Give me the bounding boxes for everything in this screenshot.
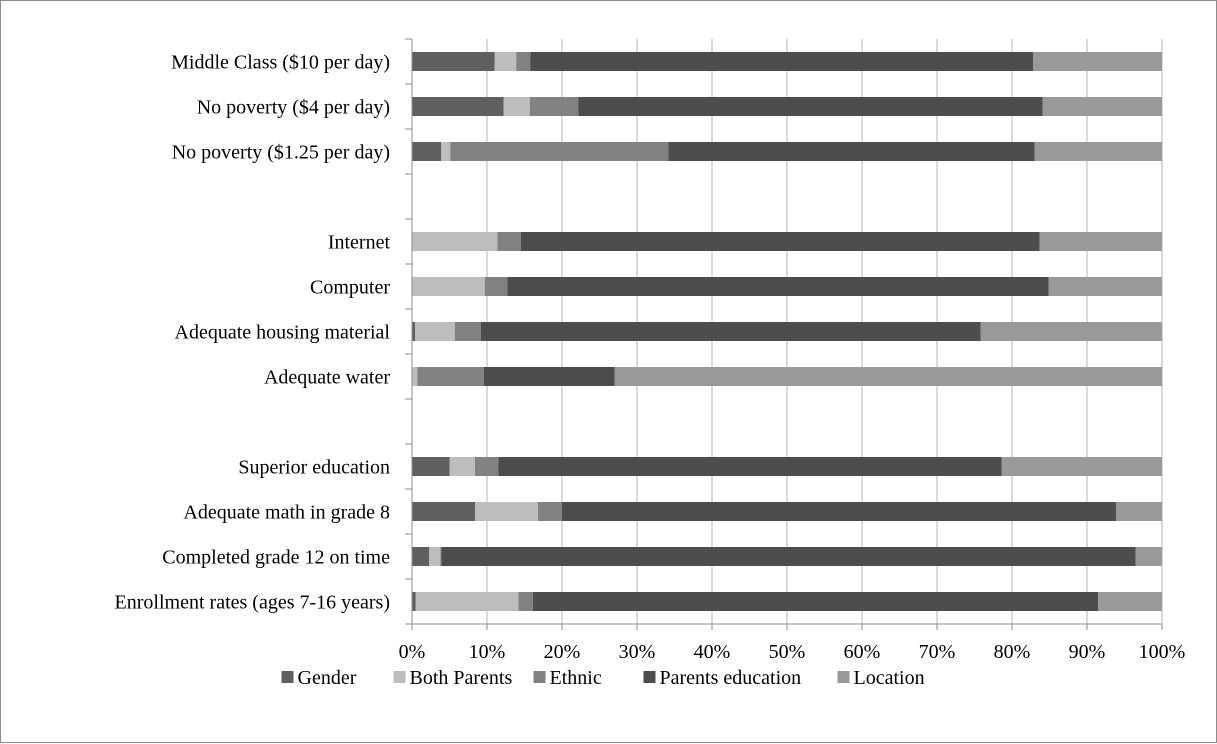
bar-segment (1048, 277, 1162, 296)
bar-segment (529, 97, 579, 116)
bar-segment (415, 322, 455, 341)
bar-segment (1001, 457, 1162, 476)
bar-segment (412, 142, 442, 161)
category-label: Adequate housing material (175, 322, 391, 344)
bar-segment (412, 322, 415, 341)
bar-segment (668, 142, 1035, 161)
legend-label: Gender (298, 667, 357, 689)
bar-segment (412, 97, 504, 116)
legend-swatch (533, 671, 546, 683)
bar-segment (484, 367, 615, 386)
x-tick-label: 70% (919, 641, 956, 663)
bar-segment (980, 322, 1162, 341)
axes (405, 38, 1163, 630)
bar-segment (1116, 502, 1162, 521)
bar-segment (1033, 52, 1162, 71)
legend-swatch (393, 671, 406, 683)
bar-segment (412, 277, 485, 296)
bar-segment (1098, 592, 1162, 611)
legend-label: Parents education (660, 667, 802, 689)
bar-segment (415, 592, 519, 611)
x-tick-label: 20% (544, 641, 581, 663)
x-tick-label: 50% (769, 641, 806, 663)
x-tick-label: 80% (994, 641, 1031, 663)
bar-segment (412, 592, 416, 611)
x-tick-label: 10% (469, 641, 506, 663)
bar-segment (454, 322, 481, 341)
x-tick-label: 60% (844, 641, 881, 663)
bar-segment (1034, 142, 1162, 161)
x-tick-label: 90% (1069, 641, 1106, 663)
legend-label: Ethnic (550, 667, 602, 689)
bar-segment (507, 277, 1049, 296)
bar-segment (417, 367, 484, 386)
legend-swatch (281, 671, 294, 683)
legend-swatch (643, 671, 656, 683)
bar-segment (497, 232, 521, 251)
bar-segment (412, 52, 495, 71)
bar-segment (481, 322, 981, 341)
x-tick-label: 100% (1139, 641, 1186, 663)
category-label: Adequate water (264, 367, 390, 389)
bar-segment (441, 142, 451, 161)
bar-segment (441, 547, 1136, 566)
category-label: Adequate math in grade 8 (183, 502, 390, 524)
bar-segment (412, 367, 418, 386)
x-tick-label: 30% (619, 641, 656, 663)
category-label: Computer (310, 277, 390, 299)
bar-segment (538, 502, 562, 521)
x-tick-labels: 0% 10% 20% 30% 40% 50% 60% 70% 80% 90% 100% (399, 641, 1186, 663)
bar-segment (450, 142, 669, 161)
category-label: No poverty ($1.25 per day) (172, 142, 390, 164)
legend-label: Both Parents (410, 667, 513, 689)
bar-segment (1039, 232, 1162, 251)
category-labels: Middle Class ($10 per day) No poverty ($4… (115, 52, 391, 614)
x-tick-label: 40% (694, 641, 731, 663)
bar-segment (484, 277, 508, 296)
bar-segment (562, 502, 1117, 521)
legend-label: Location (854, 667, 925, 689)
category-label: No poverty ($4 per day) (197, 97, 390, 119)
bar-segment (498, 457, 1002, 476)
bar-segment (412, 547, 430, 566)
bar-segment (429, 547, 441, 566)
bars (412, 52, 1162, 611)
bar-segment (518, 592, 533, 611)
category-label: Superior education (238, 457, 390, 479)
category-label: Internet (328, 232, 391, 254)
bar-segment (475, 457, 499, 476)
bar-segment (449, 457, 475, 476)
bar-segment (1135, 547, 1162, 566)
bar-segment (475, 502, 538, 521)
bar-segment (503, 97, 530, 116)
bar-segment (516, 52, 531, 71)
bar-segment (412, 232, 498, 251)
legend-swatch (837, 671, 850, 683)
category-label: Enrollment rates (ages 7-16 years) (115, 592, 390, 614)
bar-segment (1042, 97, 1162, 116)
bar-segment (412, 457, 450, 476)
bar-segment (532, 592, 1099, 611)
bar-segment (494, 52, 517, 71)
bar-segment (614, 367, 1162, 386)
category-label: Completed grade 12 on time (162, 547, 390, 569)
bar-segment (412, 502, 475, 521)
x-tick-label: 0% (399, 641, 426, 663)
bar-segment (578, 97, 1043, 116)
bar-segment (530, 52, 1033, 71)
bar-segment (520, 232, 1040, 251)
legend: Gender Both Parents Ethnic Parents educatio… (281, 667, 925, 689)
category-label: Middle Class ($10 per day) (171, 52, 390, 74)
bar-segment (440, 547, 442, 566)
